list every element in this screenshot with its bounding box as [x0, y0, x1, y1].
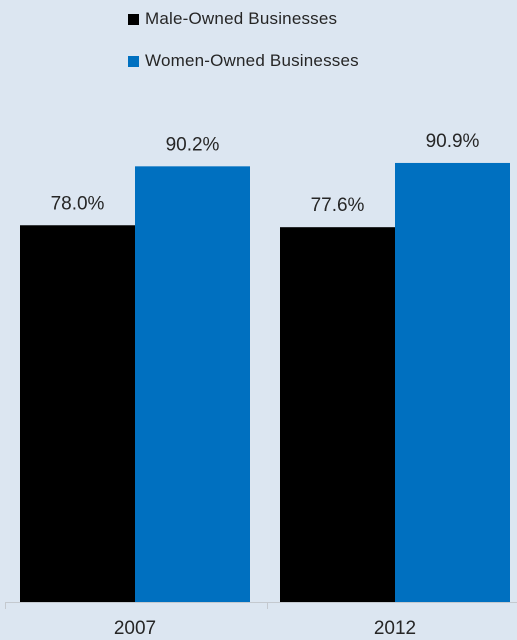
x-tick-label: 2007: [114, 618, 156, 639]
data-label: 90.9%: [426, 131, 480, 152]
bar-women-owned-businesses-2007: [135, 166, 250, 603]
data-label: 90.2%: [166, 134, 220, 155]
legend-label-women-owned: Women-Owned Businesses: [145, 51, 359, 70]
legend-item-women-owned: Women-Owned Businesses: [128, 51, 359, 71]
bar-male-owned-businesses-2007: [20, 225, 135, 602]
data-label: 78.0%: [51, 193, 105, 214]
legend-swatch-women-owned: [128, 55, 139, 67]
legend-swatch-male-owned: [128, 13, 139, 25]
legend-item-male-owned: Male-Owned Businesses: [128, 9, 337, 29]
legend-label-male-owned: Male-Owned Businesses: [145, 9, 338, 28]
data-label: 77.6%: [311, 195, 365, 216]
x-tick-label: 2012: [374, 618, 416, 639]
bar-women-owned-businesses-2012: [395, 162, 510, 602]
bar-male-owned-businesses-2012: [280, 227, 395, 602]
chart-legend: Male-Owned Businesses Women-Owned Busine…: [0, 0, 517, 80]
